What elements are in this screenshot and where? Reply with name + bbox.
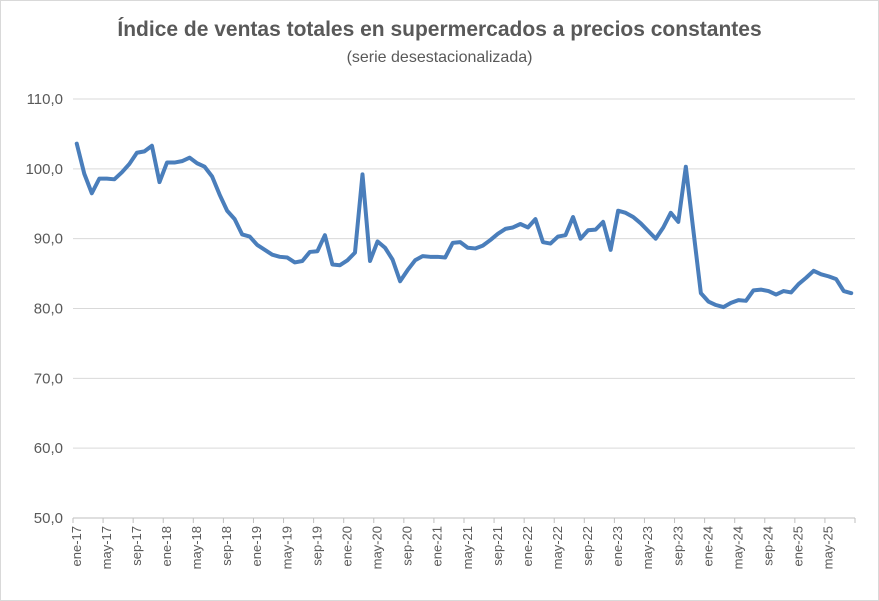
chart-title: Índice de ventas totales en supermercado… [117, 18, 762, 41]
x-tick-label: sep-21 [490, 526, 505, 566]
x-tick-label: may-23 [640, 526, 655, 569]
x-tick-label: ene-20 [339, 526, 354, 566]
x-tick-label: ene-25 [791, 526, 806, 566]
x-tick-label: may-19 [279, 526, 294, 569]
x-tick-label: may-18 [189, 526, 204, 569]
x-tick-label: sep-19 [309, 526, 324, 566]
series-layer [74, 141, 854, 310]
x-tick-label: sep-23 [670, 526, 685, 566]
x-tick-label: sep-20 [400, 526, 415, 566]
x-tick-label: sep-22 [580, 526, 595, 566]
y-tick-label: 100,0 [25, 161, 63, 178]
y-tick-label: 50,0 [34, 510, 63, 527]
x-tick-label: ene-24 [700, 526, 715, 566]
x-tick-label: ene-17 [69, 526, 84, 566]
y-tick-label: 80,0 [34, 301, 63, 318]
x-tick-label: ene-23 [610, 526, 625, 566]
y-tick-label: 60,0 [34, 440, 63, 457]
series-line [74, 141, 854, 310]
x-tick-label: ene-18 [159, 526, 174, 566]
chart-subtitle: (serie desestacionalizada) [346, 49, 533, 66]
x-tick-label: may-21 [460, 526, 475, 569]
x-tick-label: ene-22 [520, 526, 535, 566]
x-tick-label: ene-21 [430, 526, 445, 566]
x-tick-label: may-20 [370, 526, 385, 569]
y-tick-label: 110,0 [27, 91, 63, 108]
grid-lines [73, 98, 855, 519]
x-tick-label: may-24 [730, 526, 745, 569]
x-tick-label: sep-17 [129, 526, 144, 566]
x-tick-label: ene-19 [249, 526, 264, 566]
x-tick-label: may-25 [821, 526, 836, 569]
x-tick-label: may-22 [550, 526, 565, 569]
y-axis: 50,0 60,0 70,0 80,0 90,0 100,0 110,0 [25, 91, 63, 527]
x-tick-label: sep-24 [761, 526, 776, 566]
y-tick-label: 70,0 [34, 370, 63, 387]
x-tick-label: may-17 [99, 526, 114, 569]
y-tick-label: 90,0 [34, 231, 63, 248]
x-axis: ene-17 may-17 sep-17 ene-18 may-18 sep-18 ene-… [69, 517, 856, 569]
x-tick-label: sep-18 [219, 526, 234, 566]
